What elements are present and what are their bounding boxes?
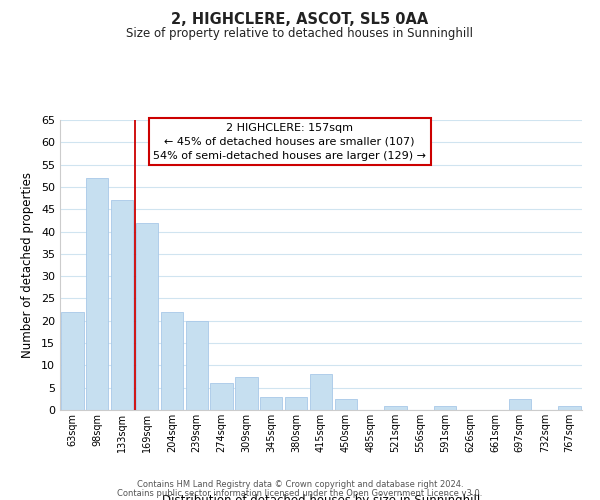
Bar <box>509 399 531 410</box>
Bar <box>61 312 83 410</box>
Text: Contains public sector information licensed under the Open Government Licence v3: Contains public sector information licen… <box>118 488 482 498</box>
Bar <box>385 406 407 410</box>
Bar <box>235 376 257 410</box>
Y-axis label: Number of detached properties: Number of detached properties <box>21 172 34 358</box>
Bar <box>211 383 233 410</box>
Bar <box>310 374 332 410</box>
Bar <box>335 399 357 410</box>
Bar <box>434 406 457 410</box>
Text: Size of property relative to detached houses in Sunninghill: Size of property relative to detached ho… <box>127 28 473 40</box>
Bar <box>161 312 183 410</box>
Bar <box>86 178 109 410</box>
Bar <box>285 396 307 410</box>
Text: 2 HIGHCLERE: 157sqm
← 45% of detached houses are smaller (107)
54% of semi-detac: 2 HIGHCLERE: 157sqm ← 45% of detached ho… <box>153 123 426 161</box>
Bar <box>559 406 581 410</box>
X-axis label: Distribution of detached houses by size in Sunninghill: Distribution of detached houses by size … <box>162 494 480 500</box>
Text: 2, HIGHCLERE, ASCOT, SL5 0AA: 2, HIGHCLERE, ASCOT, SL5 0AA <box>172 12 428 28</box>
Text: Contains HM Land Registry data © Crown copyright and database right 2024.: Contains HM Land Registry data © Crown c… <box>137 480 463 489</box>
Bar <box>260 396 283 410</box>
Bar <box>185 321 208 410</box>
Bar <box>136 222 158 410</box>
Bar <box>111 200 133 410</box>
